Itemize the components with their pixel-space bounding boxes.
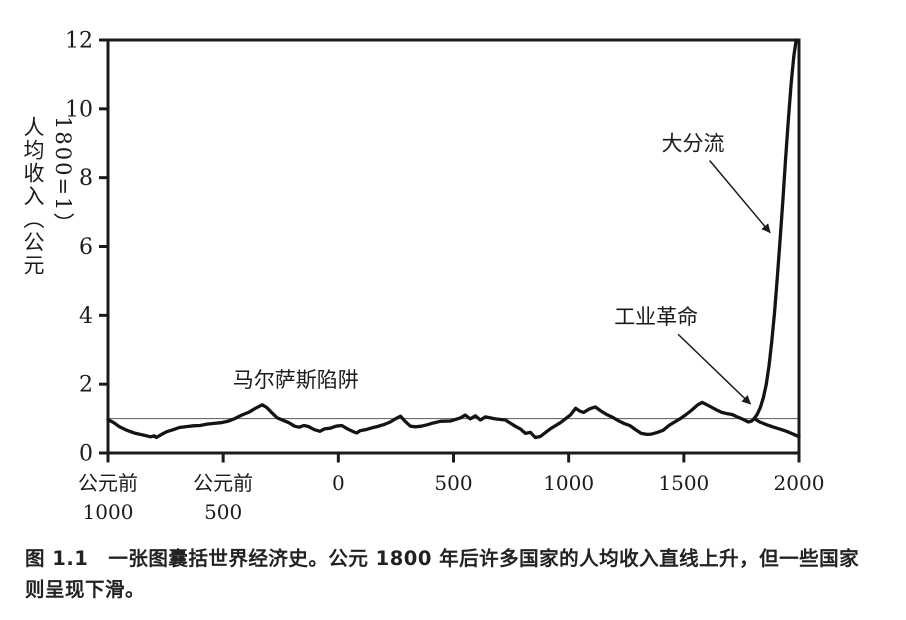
annotation-malthusian-trap-label: 马尔萨斯陷阱 [233,368,359,392]
annotation-great-divergence-label: 大分流 [662,131,725,155]
y-tick-label-12: 12 [65,29,93,54]
caption-line-2: 则呈现下滑。 [25,578,146,601]
plot-frame [106,38,801,455]
annotation-great-divergence-arrow [709,159,771,234]
y-tick-label-0: 0 [79,442,93,467]
series-malthusian-era [106,400,756,440]
x-tick-label-500: 500 [434,471,472,495]
annotation-industrial-revolution-arrow [677,333,752,405]
figure-caption: 图 1.1 一张图囊括世界经济史。公元 1800 年后许多国家的人均收入直线上升… [25,543,891,605]
series-post-1800-decline [752,416,801,439]
x-tick-label-1500: 1500 [658,471,709,495]
x-tick-label-1000: 1000 [543,471,594,495]
y-tick-label-4: 4 [79,304,93,329]
y-tick-label-6: 6 [79,235,93,260]
y-axis-title: 人均收入（公元1800=1） [21,116,75,277]
annotation-industrial-revolution-label: 工业革命 [614,305,698,329]
chart-canvas: 0 2 4 6 8 10 12 公元前 1000 公元前 500 0 500 1000 1500 2000 大分… [65,29,825,525]
x-tick-label-0: 0 [332,471,345,495]
x-tick-label-2000: 2000 [774,471,825,495]
y-tick-label-10: 10 [65,97,93,122]
x-tick-label--1000: 公元前 1000 [78,471,138,524]
y-tick-label-8: 8 [79,166,93,191]
x-tick-label--500: 公元前 500 [193,471,253,524]
caption-line-1: 图 1.1 一张图囊括世界经济史。公元 1800 年后许多国家的人均收入直线上升… [25,547,860,570]
y-tick-label-2: 2 [79,373,93,398]
series-post-1800-rise [752,38,798,421]
